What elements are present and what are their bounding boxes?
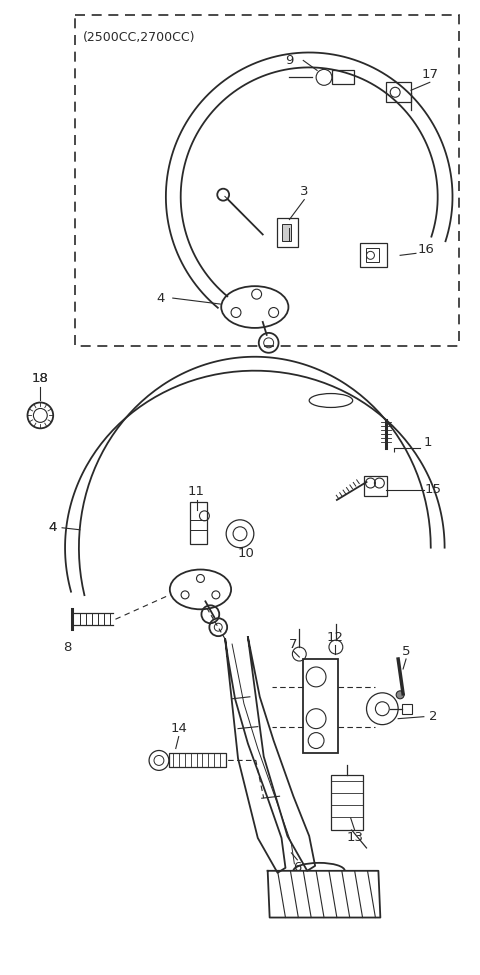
Bar <box>303 659 338 754</box>
Circle shape <box>396 691 404 699</box>
Bar <box>363 476 387 496</box>
Text: 1: 1 <box>423 436 432 448</box>
Bar <box>190 502 207 544</box>
Text: 9: 9 <box>285 54 294 67</box>
Text: 18: 18 <box>32 372 49 385</box>
Bar <box>402 704 412 714</box>
Text: 18: 18 <box>32 372 49 385</box>
Bar <box>276 217 298 248</box>
Text: 11: 11 <box>188 486 205 498</box>
Text: (2500CC,2700CC): (2500CC,2700CC) <box>83 30 195 44</box>
Text: 6: 6 <box>293 861 301 875</box>
Bar <box>331 775 362 830</box>
Text: 17: 17 <box>421 68 438 81</box>
Bar <box>281 223 291 242</box>
Ellipse shape <box>170 569 231 609</box>
Text: 4: 4 <box>157 292 165 304</box>
Bar <box>169 754 226 767</box>
Text: 15: 15 <box>424 484 441 496</box>
Bar <box>360 244 387 267</box>
Text: 14: 14 <box>170 722 187 735</box>
Text: 4: 4 <box>48 522 56 534</box>
Text: 10: 10 <box>238 547 254 560</box>
Text: 5: 5 <box>402 644 410 657</box>
Text: 2: 2 <box>430 710 438 723</box>
Ellipse shape <box>221 286 288 328</box>
Text: 4: 4 <box>48 522 56 534</box>
Text: 3: 3 <box>300 185 309 198</box>
Text: 12: 12 <box>326 631 343 644</box>
Text: 13: 13 <box>346 832 363 844</box>
Text: 16: 16 <box>418 243 434 255</box>
Bar <box>332 70 354 84</box>
Text: 7: 7 <box>289 638 298 650</box>
Ellipse shape <box>309 394 353 408</box>
Bar <box>366 249 379 262</box>
Bar <box>386 82 411 102</box>
Text: 8: 8 <box>63 641 71 653</box>
Bar <box>75 15 459 346</box>
